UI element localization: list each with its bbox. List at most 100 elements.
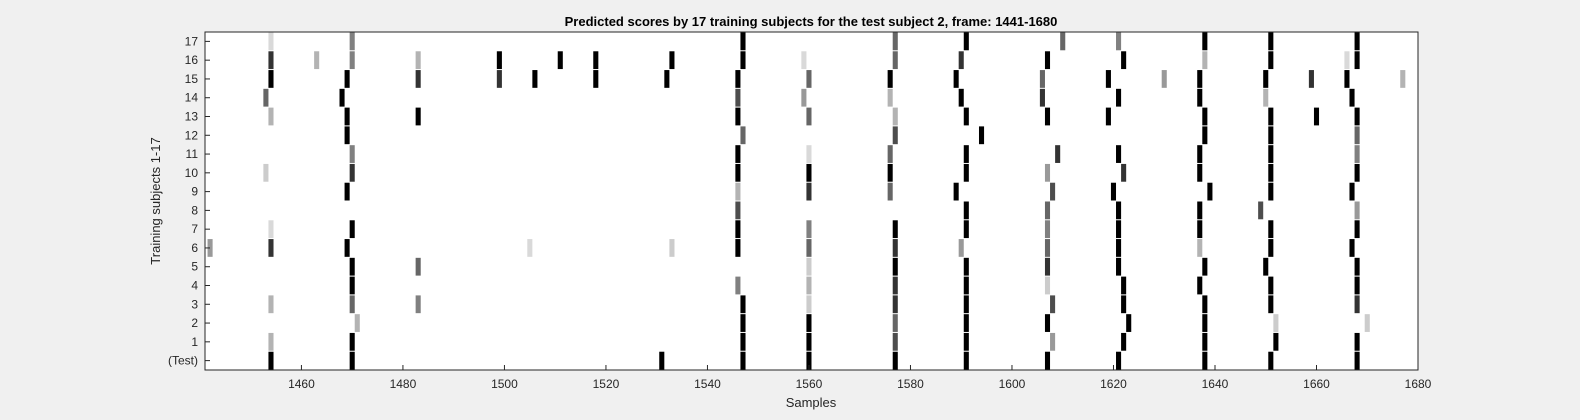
heatmap-cell [1044,314,1051,332]
cells-layer [207,32,1406,370]
heatmap-cell [963,351,969,370]
heatmap-cell [1364,314,1370,332]
heatmap-cell [1344,51,1350,70]
heatmap-cell [963,332,969,351]
heatmap-cell [1039,70,1045,88]
heatmap-cell [1116,32,1122,51]
heatmap-cell [735,201,741,220]
heatmap-cell [268,332,274,351]
heatmap-cell [887,88,893,107]
heatmap-cell [1121,51,1127,70]
heatmap-cell [496,70,502,88]
heatmap-cell [963,295,969,314]
heatmap-cell [1044,276,1051,295]
x-tick-label: 1540 [694,377,721,391]
heatmap-cell [1354,51,1360,70]
heatmap-cell [1055,145,1061,163]
heatmap-cell [1268,295,1274,314]
heatmap-cell [349,163,355,182]
heatmap-cell [1354,276,1360,295]
heatmap-cell [953,70,959,88]
y-tick-label: 9 [191,185,198,199]
heatmap-cell [963,314,969,332]
heatmap-cell [664,70,670,88]
y-tick-label: 7 [191,222,198,236]
heatmap-cell [1354,295,1360,314]
heatmap-cell [268,51,274,70]
heatmap-cell [963,220,969,239]
y-tick-label: 17 [185,34,199,48]
heatmap-cell [806,314,812,332]
heatmap-cell [532,70,538,88]
heatmap-cell [1268,126,1274,145]
heatmap-cell [958,239,964,257]
heatmap-cell [892,276,898,295]
heatmap-cell [892,314,898,332]
heatmap-cell [958,51,964,70]
heatmap-cell [735,88,741,107]
heatmap-cell [806,107,812,126]
heatmap-cell [1268,182,1274,201]
heatmap-cell [892,295,898,314]
heatmap-cell [806,145,812,163]
heatmap-cell [1263,88,1269,107]
heatmap-cell [1044,201,1051,220]
y-tick-label: 13 [185,110,199,124]
heatmap-cell [1105,70,1111,88]
heatmap-cell [1050,332,1056,351]
heatmap-cell [801,88,807,107]
heatmap-cell [659,351,665,370]
heatmap-cell [268,107,274,126]
heatmap-cell [1116,257,1122,276]
heatmap-cell [1197,145,1203,163]
heatmap-cell [892,351,898,370]
heatmap-cell [735,239,741,257]
heatmap-cell [1202,51,1208,70]
y-tick-label: 8 [191,203,198,217]
heatmap-cell [806,239,812,257]
heatmap-cell [415,107,421,126]
x-axis: 1460 1480 1500 1520 1540 1560 1580 1600 1620 1640… [288,365,1432,391]
heatmap-cell [1268,276,1274,295]
heatmap-cell [1044,107,1051,126]
heatmap-cell [349,51,355,70]
heatmap-cell [887,182,893,201]
heatmap-cell [1354,145,1360,163]
heatmap-cell [1121,276,1127,295]
y-tick-label: 5 [191,260,198,274]
heatmap-cell [806,332,812,351]
heatmap-cell [669,51,675,70]
x-tick-label: 1620 [1100,377,1127,391]
heatmap-cell [1044,239,1051,257]
heatmap-cell [1268,107,1274,126]
heatmap-cell [593,70,599,88]
x-axis-label: Samples [786,395,837,410]
heatmap-cell [887,163,893,182]
heatmap-cell [415,295,421,314]
heatmap-cell [1354,351,1360,370]
heatmap-cell [1197,201,1203,220]
heatmap-cell [892,51,898,70]
heatmap-cell [1202,32,1208,51]
heatmap-cell [415,70,421,88]
heatmap-cell [1121,163,1127,182]
y-tick-label: (Test) [168,354,198,368]
heatmap-cell [963,145,969,163]
y-tick-label: 1 [191,335,198,349]
heatmap-cell [1308,70,1314,88]
heatmap-cell [953,182,959,201]
heatmap-cell [344,182,350,201]
heatmap-cell [344,126,350,145]
x-tick-label: 1500 [491,377,518,391]
heatmap-cell [1344,70,1350,88]
heatmap-cell [963,276,969,295]
heatmap-cell [740,126,746,145]
x-tick-label: 1460 [288,377,315,391]
heatmap-cell [314,51,320,70]
y-tick-label: 2 [191,316,198,330]
heatmap-cell [958,88,964,107]
y-tick-label: 6 [191,241,198,255]
heatmap-cell [1121,295,1127,314]
heatmap-cell [892,126,898,145]
